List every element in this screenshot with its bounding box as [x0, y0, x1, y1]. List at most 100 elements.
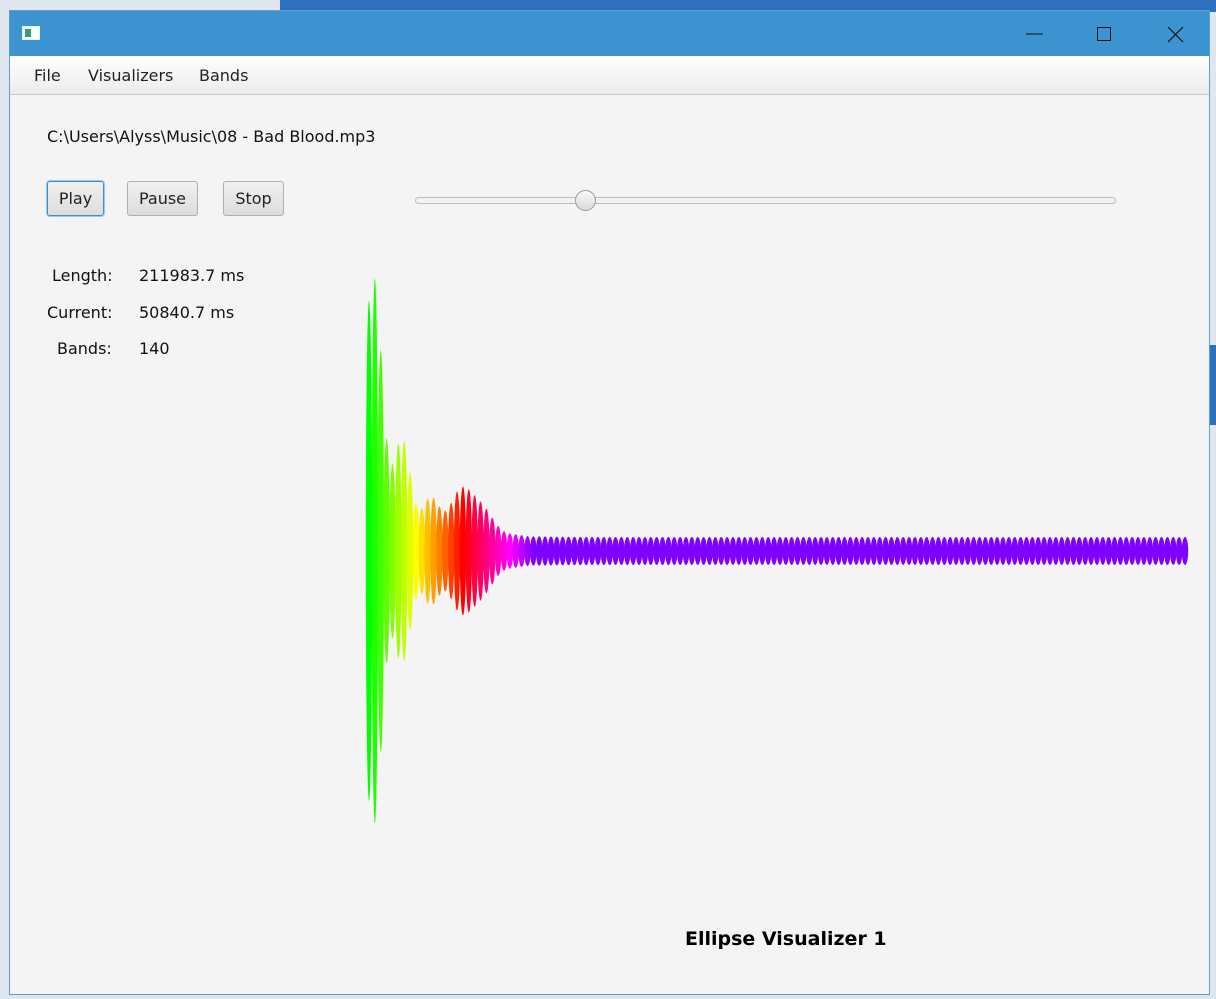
minimize-button[interactable] — [1010, 11, 1056, 56]
band-ellipse — [506, 533, 514, 569]
band-ellipse — [794, 536, 801, 566]
band-ellipse — [553, 536, 561, 566]
band-ellipse — [1046, 537, 1054, 565]
band-ellipse — [706, 536, 713, 566]
info-value: 140 — [139, 339, 170, 358]
menu-bar: File Visualizers Bands — [10, 56, 1209, 95]
window: File Visualizers Bands C:\Users\Alyss\Mu… — [9, 10, 1210, 995]
info-value: 211983.7 ms — [139, 266, 245, 285]
band-ellipse — [870, 537, 878, 565]
app-icon — [22, 26, 40, 40]
band-ellipse — [577, 536, 584, 566]
band-ellipse — [541, 536, 549, 566]
band-ellipse — [641, 536, 649, 566]
band-ellipse — [412, 502, 420, 600]
info-value: 50840.7 ms — [139, 303, 235, 322]
band-ellipse — [518, 535, 525, 567]
band-ellipse — [811, 536, 819, 566]
band-ellipse — [1029, 537, 1036, 565]
band-ellipse — [800, 536, 807, 566]
close-button[interactable] — [1152, 11, 1198, 56]
band-ellipse — [1111, 537, 1118, 565]
band-ellipse — [647, 536, 654, 566]
band-ellipse — [424, 498, 431, 604]
band-ellipse — [1087, 537, 1095, 565]
band-ellipse — [395, 443, 402, 659]
band-ellipse — [718, 536, 725, 566]
band-ellipse — [982, 537, 989, 565]
band-ellipse — [682, 536, 690, 566]
band-ellipse — [853, 537, 860, 565]
band-ellipse — [952, 537, 960, 565]
band-ellipse — [923, 537, 930, 565]
band-ellipse — [847, 537, 854, 566]
band-ellipse — [401, 441, 408, 661]
band-ellipse — [377, 350, 384, 752]
band-ellipse — [459, 486, 467, 616]
band-ellipse — [882, 537, 889, 565]
band-ellipse — [764, 536, 772, 566]
band-ellipse — [1011, 537, 1018, 565]
band-ellipse — [888, 537, 895, 565]
band-ellipse — [1005, 537, 1013, 565]
band-ellipse — [1099, 537, 1107, 565]
band-ellipse — [935, 537, 942, 565]
desktop-strip — [280, 0, 1216, 12]
band-ellipse — [946, 537, 954, 565]
band-ellipse — [629, 536, 637, 566]
band-ellipse — [471, 495, 478, 607]
seek-track[interactable] — [415, 197, 1116, 204]
band-ellipse — [788, 536, 795, 566]
band-ellipse — [671, 536, 678, 566]
info-label: Current: — [47, 303, 113, 322]
band-ellipse — [688, 536, 696, 566]
band-ellipse — [1093, 537, 1101, 565]
band-ellipse — [477, 501, 484, 601]
band-ellipse — [1123, 537, 1130, 565]
band-ellipse — [782, 536, 790, 566]
band-ellipse — [770, 536, 778, 566]
band-ellipse — [988, 537, 995, 565]
band-ellipse — [823, 536, 831, 565]
band-ellipse — [806, 536, 813, 566]
band-ellipse — [665, 536, 672, 566]
band-ellipse — [1105, 537, 1112, 565]
band-ellipse — [571, 536, 578, 566]
band-ellipse — [447, 502, 455, 600]
band-ellipse — [741, 536, 748, 566]
band-ellipse — [735, 536, 743, 566]
band-ellipse — [418, 507, 426, 595]
band-ellipse — [1058, 537, 1065, 565]
play-button[interactable]: Play — [47, 181, 104, 216]
band-ellipse — [905, 537, 913, 565]
band-ellipse — [653, 536, 660, 566]
band-ellipse — [453, 491, 461, 611]
band-ellipse — [1117, 537, 1124, 565]
seek-knob[interactable] — [575, 190, 596, 211]
band-ellipse — [436, 506, 443, 596]
band-ellipse — [1082, 537, 1089, 565]
band-ellipse — [1076, 537, 1083, 565]
band-ellipse — [524, 536, 531, 566]
band-ellipse — [759, 536, 766, 566]
menu-item[interactable]: File — [34, 66, 61, 85]
band-ellipse — [1064, 537, 1071, 565]
band-ellipse — [999, 537, 1007, 565]
band-ellipse — [1040, 537, 1048, 565]
menu-item[interactable]: Visualizers — [88, 66, 174, 85]
band-ellipse — [659, 536, 666, 566]
band-ellipse — [723, 536, 731, 566]
desktop-strip — [1205, 345, 1216, 425]
band-ellipse — [389, 463, 396, 639]
band-ellipse — [536, 536, 543, 566]
menu-item[interactable]: Bands — [199, 66, 249, 85]
band-ellipse — [1052, 537, 1060, 565]
pause-button[interactable]: Pause — [127, 181, 198, 216]
maximize-button[interactable] — [1080, 11, 1126, 56]
stop-button[interactable]: Stop — [223, 181, 284, 216]
band-ellipse — [929, 537, 936, 565]
band-ellipse — [1134, 537, 1142, 565]
band-ellipse — [729, 536, 737, 566]
band-ellipse — [776, 536, 784, 566]
band-ellipse — [1128, 537, 1136, 565]
